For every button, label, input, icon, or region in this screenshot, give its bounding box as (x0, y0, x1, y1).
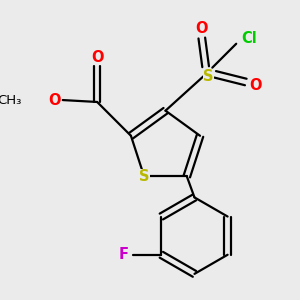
Text: O: O (48, 93, 60, 108)
Text: O: O (249, 78, 262, 93)
Text: F: F (118, 247, 128, 262)
Text: S: S (203, 69, 214, 84)
Text: O: O (196, 21, 208, 36)
Text: CH₃: CH₃ (0, 94, 21, 106)
Text: S: S (139, 169, 149, 184)
Text: Cl: Cl (242, 31, 257, 46)
Text: O: O (91, 50, 103, 64)
